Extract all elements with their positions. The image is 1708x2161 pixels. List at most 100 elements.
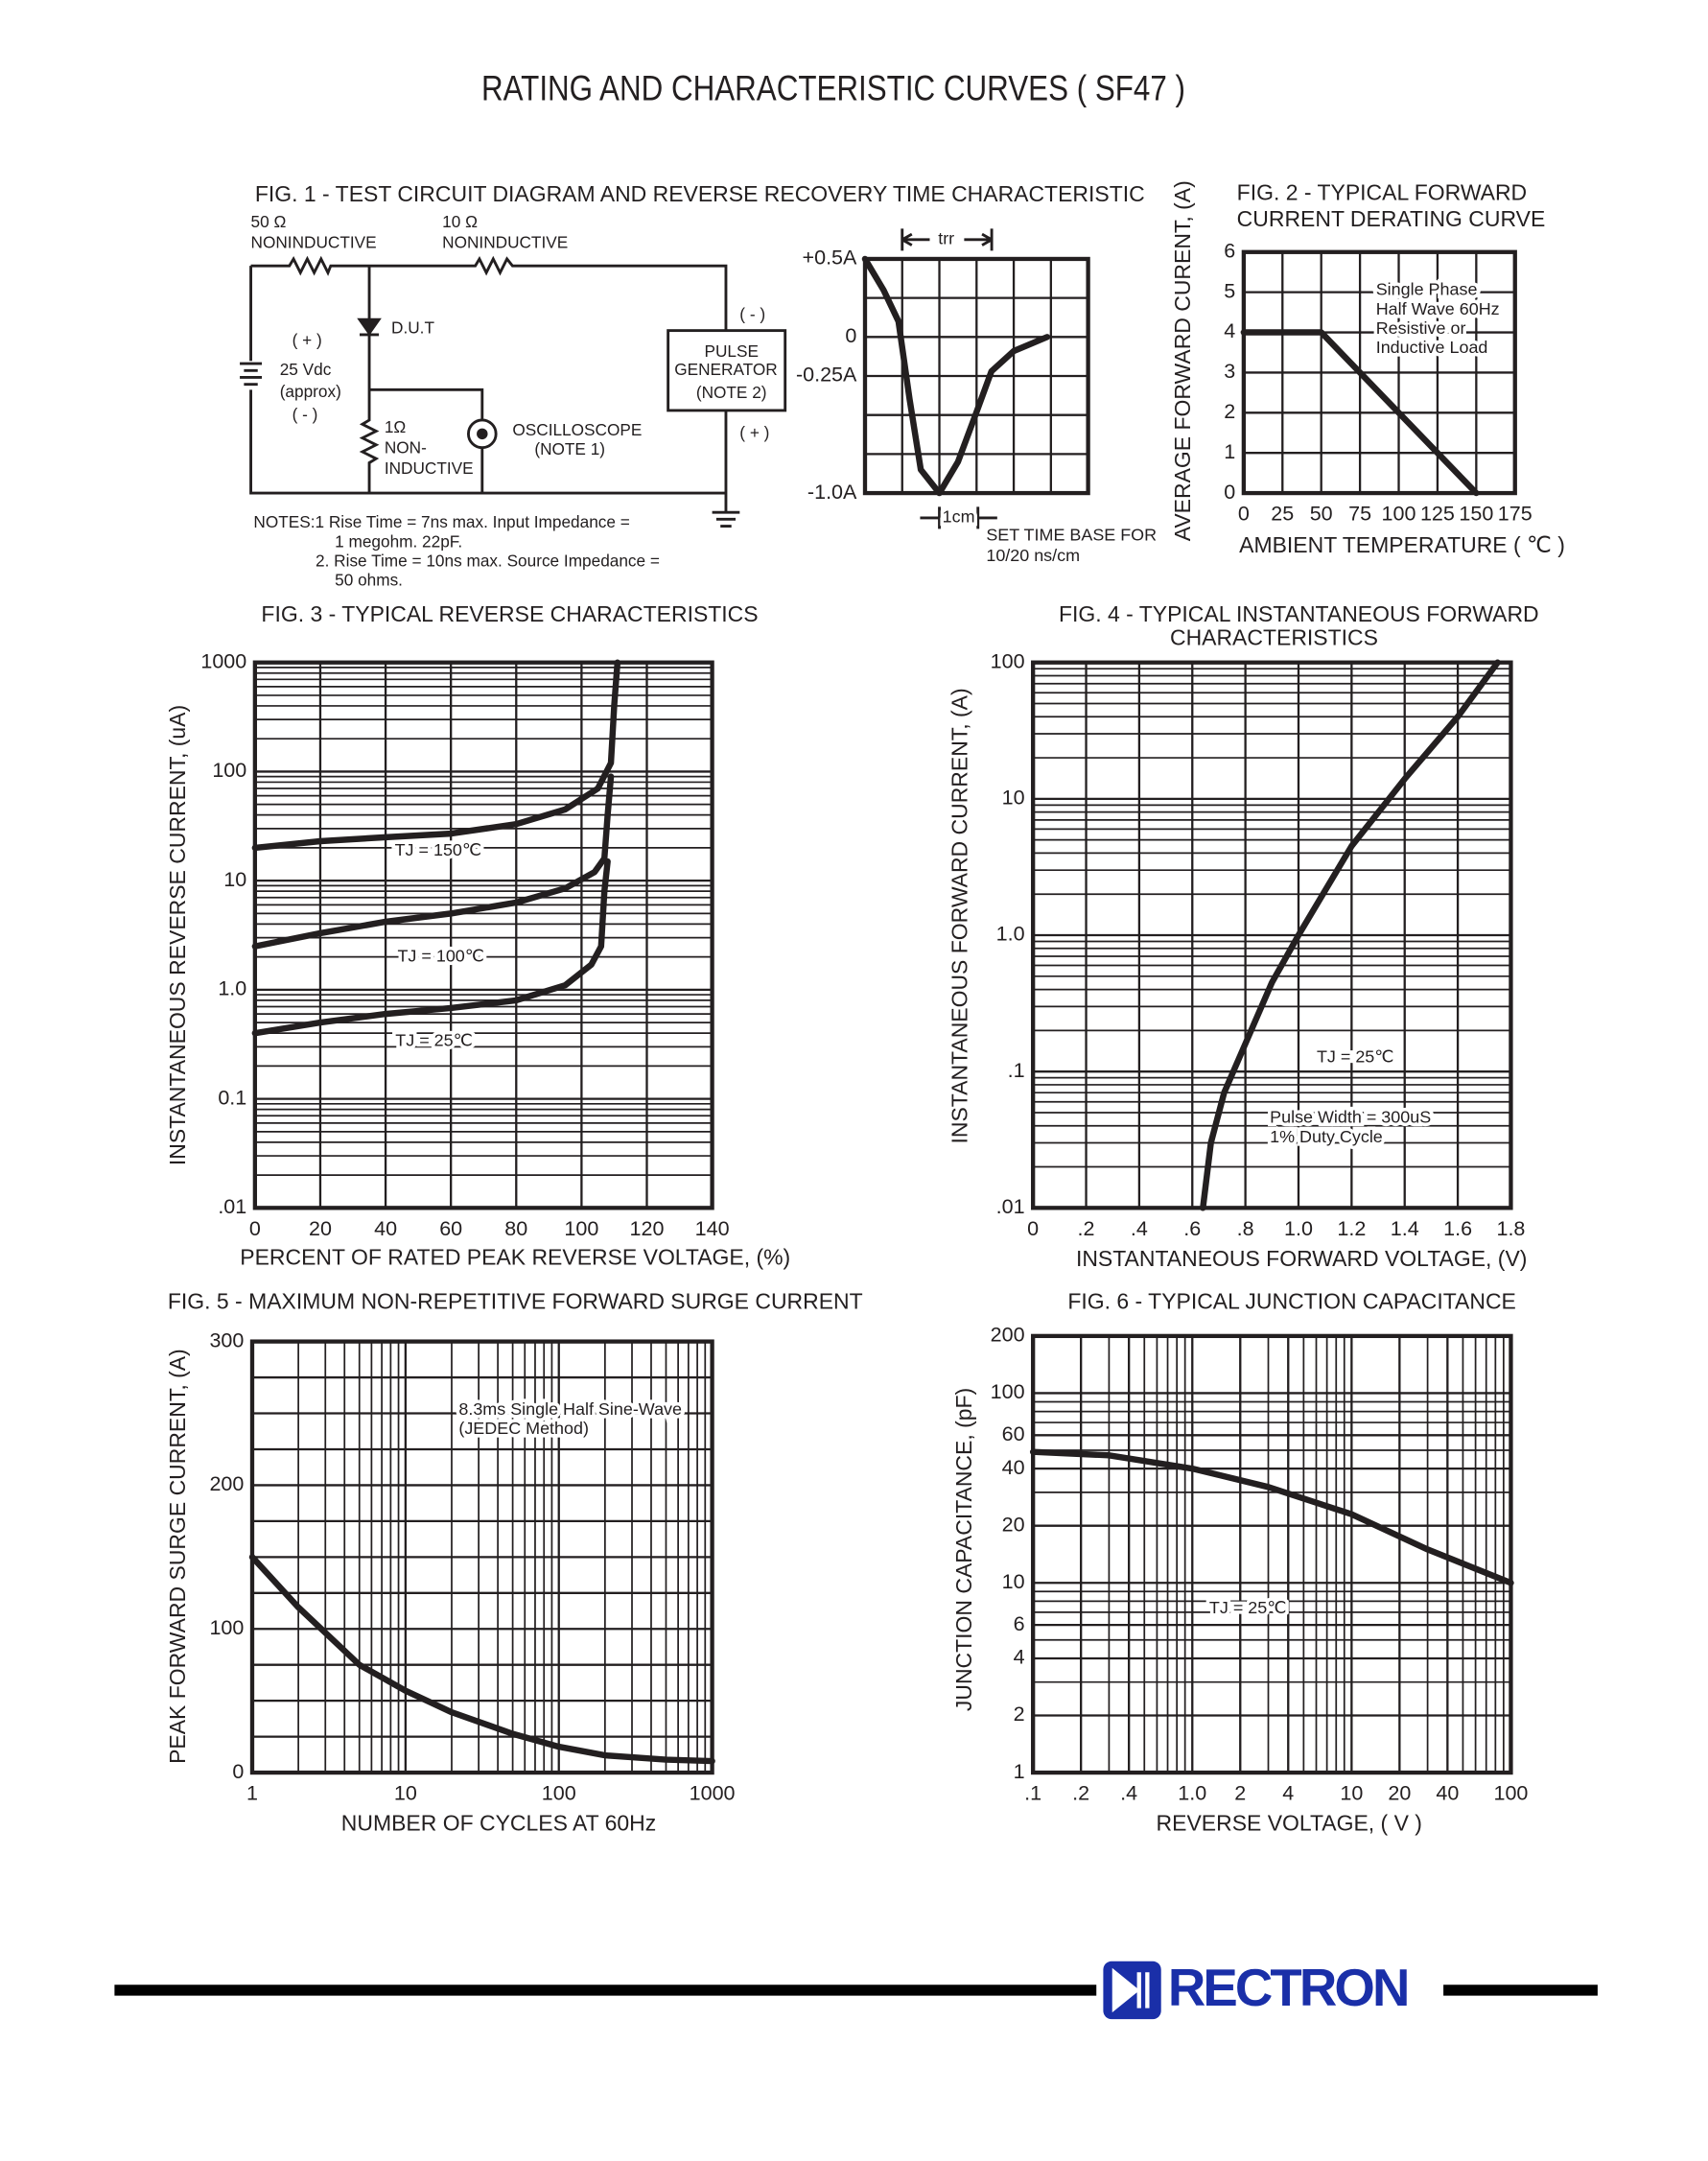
curve [1200,659,1501,1211]
x-tick-label: 40 [1436,1782,1459,1805]
x-tick-label: 0 [1238,503,1250,526]
x-tick-label: 10 [1340,1782,1363,1805]
x-tick-label: 0 [249,1217,261,1240]
plot-frame [862,256,1090,496]
plot-frame [1031,1333,1513,1775]
label: INDUCTIVE [385,458,474,478]
curve [251,659,621,852]
chart-title: FIG. 6 - TYPICAL JUNCTION CAPACITANCE [1067,1288,1516,1313]
x-tick-label: .8 [1237,1217,1254,1240]
label: OSCILLOSCOPE [512,420,642,439]
battery [240,362,263,387]
x-tick-label: 50 [1310,503,1333,526]
y-tick-label: .01 [996,1195,1025,1218]
label: NONINDUCTIVE [442,233,568,252]
footer: RECTRON [114,1959,1598,2020]
x-tick-label: 1.0 [1284,1217,1313,1240]
label: 10 Ω [442,212,478,231]
y-tick-label: 1.0 [996,923,1025,946]
annotation: Inductive Load [1376,338,1488,357]
y-tick-label: 60 [1002,1422,1025,1445]
curve [1029,1448,1514,1586]
oscilloscope-core [477,428,488,440]
y-tick-label: 2 [1224,400,1235,423]
series-label: TJ = 100℃ [397,947,483,966]
plot-frame [1241,249,1517,496]
label: ( + ) [292,331,322,350]
y-tick-label: 0 [845,324,856,347]
x-tick-label: 140 [695,1217,730,1240]
y-tick-label: 100 [209,1616,244,1639]
y-tick-label: 1.0 [218,977,246,1000]
y-tick-label: 0.1 [218,1086,246,1109]
annotation: Half Wave 60Hz [1376,299,1500,318]
series-label: TJ = 150℃ [395,840,481,859]
diode [357,317,382,337]
x-tick-label: .4 [1131,1217,1148,1240]
chart: .1 .2 .4 1.0 2 4 10 20 40 100 1 2 4 6 10 20 40 60 100 200 TJ… [951,1288,1529,1835]
y-tick-label: .01 [218,1195,246,1218]
y-tick-label: -1.0A [807,481,857,504]
curve [251,773,615,950]
chart-title: FIG. 2 - TYPICAL FORWARD [1237,180,1527,205]
x-tick-label: 1.8 [1496,1217,1525,1240]
y-axis-label: JUNCTION CAPACITANCE, (pF) [951,1388,976,1711]
y-tick-label: 1 [1014,1760,1025,1783]
chart: 1 10 100 1000 0 100 200 300 8.3ms Single Half Si… [165,1288,863,1835]
label: NON- [385,438,427,458]
circuit: 50 Ω NONINDUCTIVE 10 Ω NONINDUCTIVE D.U.… [240,212,997,590]
label: 50 Ω [251,212,287,231]
annotation: TJ = 25℃ [1317,1047,1393,1067]
x-tick-label: 2 [1234,1782,1246,1805]
chart: +0.5A 0 -0.25A -1.0A trr 1cm SET TIME BASE FOR… [796,225,1160,568]
x-tick-label: 75 [1348,503,1371,526]
oscilloscope [466,418,498,450]
x-tick-label: 60 [439,1217,462,1240]
y-axis-label: AVERAGE FORWARD CURENT, (A) [1170,180,1195,541]
y-tick-label: 0 [1224,481,1235,504]
y-tick-label: 10 [1002,787,1025,810]
x-axis-label: AMBIENT TEMPERATURE ( ℃ ) [1239,532,1565,557]
label: D.U.T [391,318,434,338]
pulse-generator [667,329,787,412]
annotation: (JEDEC Method) [458,1419,589,1438]
curve [251,857,611,1037]
y-tick-label: -0.25A [796,364,857,387]
annotation: 1% Duty Cycle [1270,1127,1383,1146]
chart-title: FIG. 3 - TYPICAL REVERSE CHARACTERISTICS [261,601,758,626]
x-tick-label: 120 [630,1217,665,1240]
x-tick-label: 100 [1382,503,1416,526]
y-tick-label: 4 [1014,1646,1025,1669]
x-tick-label: 1.6 [1443,1217,1472,1240]
label: (NOTE 2) [696,383,767,402]
annotation: TJ = 25℃ [1209,1598,1286,1617]
y-axis-label: INSTANTANEOUS FORWARD CURRENT, (A) [948,688,972,1143]
x-tick-label: .2 [1078,1217,1095,1240]
x-axis-label: REVERSE VOLTAGE, ( V ) [1157,1811,1422,1836]
x-tick-label: .1 [1024,1782,1041,1805]
chart-title: FIG. 4 - TYPICAL INSTANTANEOUS FORWARD [1059,601,1539,626]
x-tick-label: 1 [246,1782,258,1805]
x-tick-label: 20 [309,1217,332,1240]
fig1-title: FIG. 1 - TEST CIRCUIT DIAGRAM AND REVERS… [255,181,1145,206]
x-tick-label: 0 [1027,1217,1039,1240]
y-tick-label: 3 [1224,360,1235,383]
x-axis-label: PERCENT OF RATED PEAK REVERSE VOLTAGE, (… [240,1245,790,1270]
y-tick-label: .1 [1008,1059,1025,1082]
chart: 0 .2 .4 .6 .8 1.0 1.2 1.4 1.6 1.8 .01 .1 1.0 10 100 TJ … [948,601,1539,1271]
chart-title: CHARACTERISTICS [1170,624,1378,649]
annotation: 1cm [943,507,975,527]
x-tick-label: 4 [1282,1782,1294,1805]
x-tick-label: 1000 [690,1782,736,1805]
chart-title: CURRENT DERATING CURVE [1237,206,1546,231]
y-tick-label: 10 [1002,1570,1025,1593]
label: ( - ) [292,405,318,424]
curve [1240,329,1480,497]
label: ( + ) [739,423,769,442]
plot-frame [1031,660,1513,1210]
y-tick-label: 6 [1224,239,1235,262]
y-tick-label: 1 [1224,440,1235,463]
y-axis-label: PEAK FORWARD SURGE CURRENT, (A) [165,1349,190,1764]
x-tick-label: 100 [564,1217,598,1240]
